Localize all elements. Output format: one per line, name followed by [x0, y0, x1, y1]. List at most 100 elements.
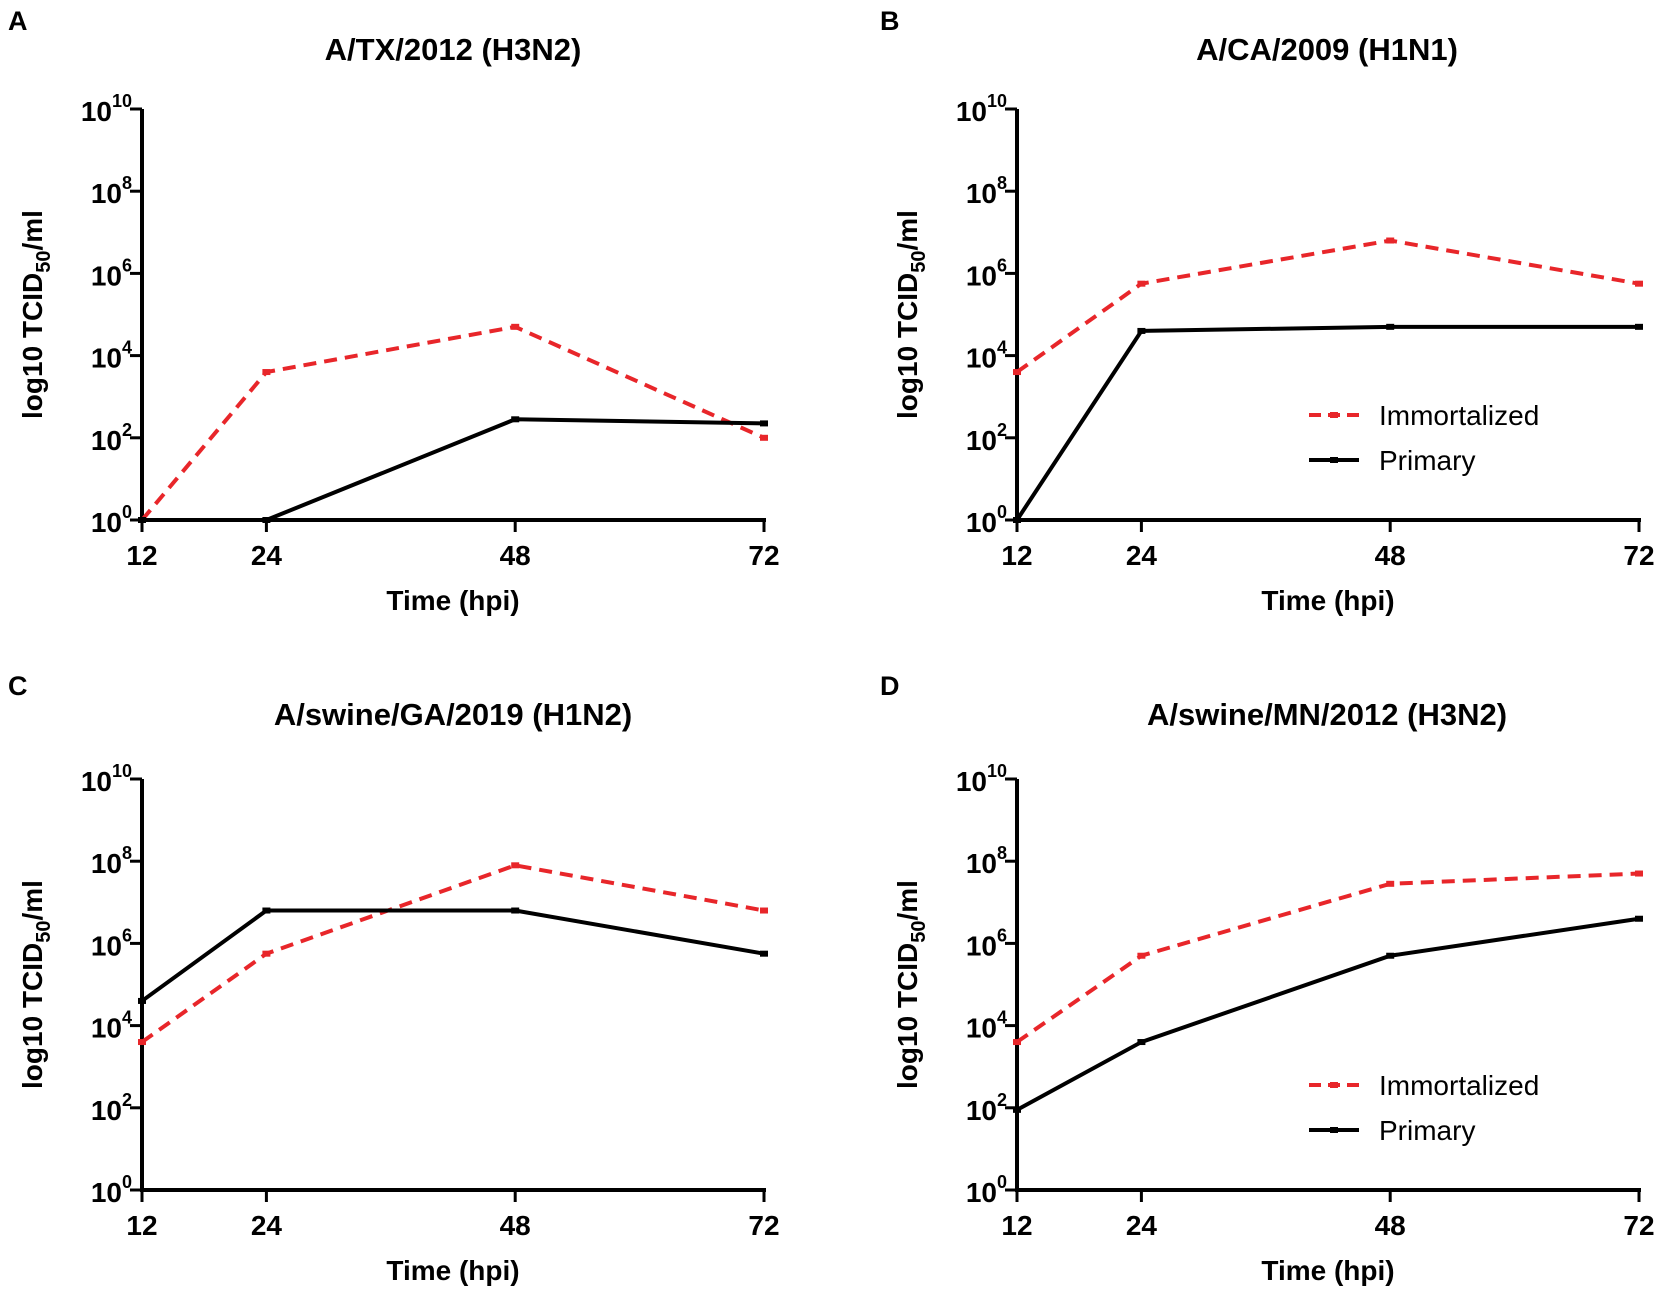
y-tick-exponent: 4	[122, 1008, 132, 1028]
y-tick-label: 108	[91, 173, 132, 209]
y-tick-label: 100	[91, 502, 132, 538]
data-point-immortalized	[1013, 1039, 1021, 1046]
y-tick-label: 102	[91, 1090, 132, 1126]
data-point-immortalized	[1386, 880, 1395, 887]
y-tick-label: 100	[91, 1172, 132, 1208]
data-point-immortalized	[511, 862, 520, 869]
data-point-primary	[1386, 952, 1395, 959]
data-point-immortalized	[760, 434, 768, 441]
y-tick-exponent: 2	[122, 1090, 132, 1110]
y-tick-label: 104	[966, 1008, 1007, 1044]
data-point-immortalized	[1137, 280, 1146, 287]
y-tick-base: 10	[91, 1013, 122, 1044]
y-tick-base: 10	[91, 425, 122, 456]
legend-label-primary: Primary	[1379, 1115, 1475, 1146]
y-tick-base: 10	[956, 766, 987, 797]
data-point-immortalized	[262, 369, 271, 376]
y-tick-exponent: 6	[122, 255, 132, 275]
y-tick-base: 10	[956, 96, 987, 127]
y-tick-exponent: 4	[997, 1008, 1007, 1028]
y-axis-label-subscript: 50	[908, 920, 930, 942]
legend-marker	[1330, 1082, 1338, 1088]
chart-title: A/swine/MN/2012 (H3N2)	[1147, 697, 1507, 732]
y-tick-base: 10	[966, 260, 997, 291]
series-line-primary	[140, 908, 765, 1003]
data-point-primary	[1635, 323, 1643, 330]
y-tick-exponent: 8	[122, 843, 132, 863]
y-axis-label-tail: /ml	[892, 880, 923, 920]
legend-label-immortalized: Immortalized	[1379, 400, 1539, 431]
y-tick-exponent: 0	[122, 502, 132, 522]
y-tick-label: 104	[91, 1008, 132, 1044]
y-axis-label-subscript: 50	[908, 250, 930, 272]
x-tick-label: 12	[1001, 540, 1032, 571]
data-point-immortalized	[1635, 280, 1643, 287]
x-tick-label: 48	[500, 1210, 531, 1241]
x-tick-label: 72	[1623, 540, 1654, 571]
y-tick-exponent: 10	[112, 761, 132, 781]
y-tick-exponent: 6	[122, 925, 132, 945]
y-tick-exponent: 8	[997, 173, 1007, 193]
y-tick-exponent: 4	[122, 338, 132, 358]
y-tick-label: 1010	[81, 91, 132, 127]
y-axis-label-tail: /ml	[17, 880, 48, 920]
y-tick-base: 10	[91, 1095, 122, 1126]
x-tick-label: 12	[126, 540, 157, 571]
x-axis-label: Time (hpi)	[386, 585, 519, 616]
y-axis-label-tail: /ml	[892, 210, 923, 250]
y-tick-base: 10	[91, 343, 122, 374]
y-tick-base: 10	[966, 1095, 997, 1126]
y-tick-base: 10	[91, 1177, 122, 1208]
legend-marker	[1330, 1127, 1338, 1133]
panel-letter: D	[880, 671, 900, 701]
y-tick-label: 1010	[956, 761, 1007, 797]
legend-marker	[1330, 412, 1338, 418]
y-tick-label: 106	[966, 255, 1007, 291]
data-point-primary	[760, 950, 768, 957]
series-line-immortalized	[1015, 871, 1640, 1044]
y-tick-exponent: 10	[987, 761, 1007, 781]
chart-title: A/swine/GA/2019 (H1N2)	[274, 697, 632, 732]
y-tick-base: 10	[966, 343, 997, 374]
y-tick-base: 10	[81, 766, 112, 797]
x-tick-label: 72	[748, 540, 779, 571]
y-tick-exponent: 2	[122, 420, 132, 440]
y-axis-label-subscript: 50	[33, 920, 55, 942]
y-tick-base: 10	[966, 507, 997, 538]
x-tick-label: 48	[500, 540, 531, 571]
y-tick-label: 100	[966, 502, 1007, 538]
data-point-immortalized	[1013, 369, 1021, 376]
data-point-primary	[1137, 327, 1146, 334]
series-line-immortalized	[1015, 238, 1640, 374]
series-line-primary	[1016, 916, 1640, 1112]
y-axis-label-tail: /ml	[17, 210, 48, 250]
x-tick-label: 12	[1001, 1210, 1032, 1241]
legend-label-primary: Primary	[1379, 445, 1475, 476]
y-tick-exponent: 4	[997, 338, 1007, 358]
y-tick-exponent: 6	[997, 255, 1007, 275]
x-tick-label: 72	[748, 1210, 779, 1241]
y-tick-base: 10	[966, 848, 997, 879]
y-tick-exponent: 6	[997, 925, 1007, 945]
x-axis-label: Time (hpi)	[1261, 1255, 1394, 1286]
y-tick-base: 10	[966, 1177, 997, 1208]
y-tick-label: 108	[966, 173, 1007, 209]
y-axis-label: log10 TCID50/ml	[892, 880, 930, 1089]
series-line-primary	[1015, 324, 1639, 522]
panel-letter: A	[8, 6, 28, 36]
panel-d: DA/swine/MN/2012 (H3N2)10010210410610810…	[880, 671, 1655, 1286]
y-axis-label-subscript: 50	[33, 250, 55, 272]
data-point-immortalized	[1137, 952, 1146, 959]
y-tick-label: 102	[966, 1090, 1007, 1126]
y-tick-label: 108	[91, 843, 132, 879]
y-tick-label: 106	[91, 925, 132, 961]
y-axis-label: log10 TCID50/ml	[892, 210, 930, 419]
data-point-primary	[511, 907, 520, 914]
y-tick-exponent: 0	[997, 502, 1007, 522]
y-tick-exponent: 8	[122, 173, 132, 193]
y-tick-label: 100	[966, 1172, 1007, 1208]
y-tick-exponent: 0	[122, 1172, 132, 1192]
y-tick-exponent: 2	[997, 420, 1007, 440]
x-tick-label: 48	[1375, 540, 1406, 571]
